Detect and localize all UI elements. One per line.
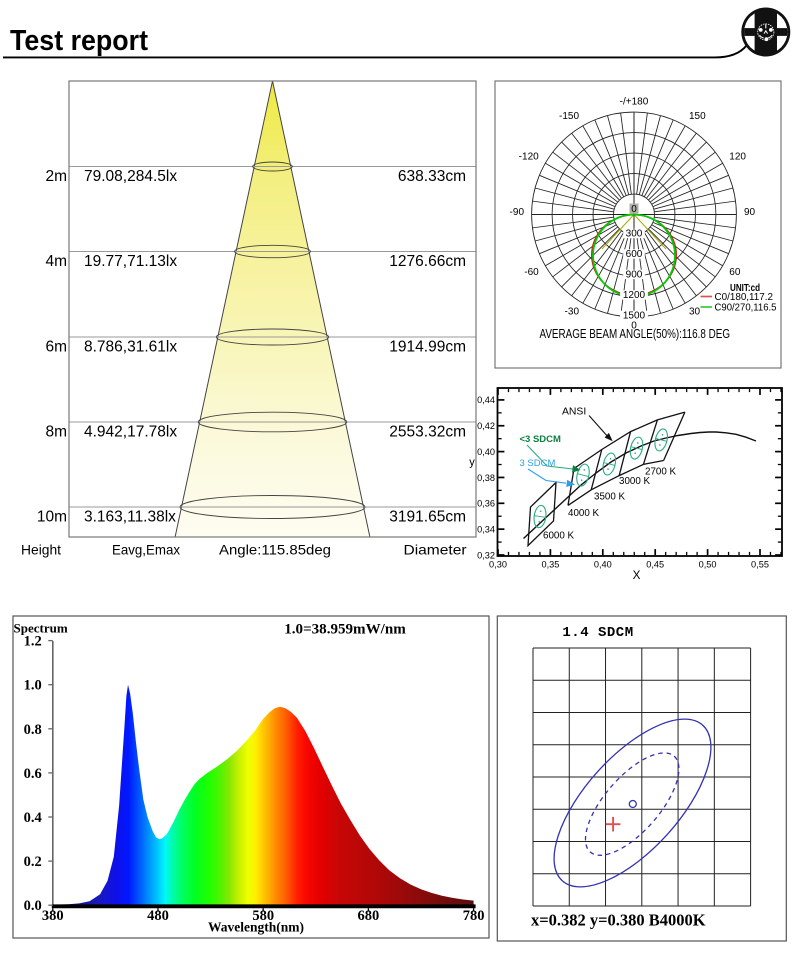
svg-text:150: 150 [689, 111, 706, 122]
svg-text:0: 0 [631, 204, 637, 215]
svg-text:3.163,11.38lx: 3.163,11.38lx [84, 509, 176, 526]
svg-text:1500: 1500 [623, 310, 646, 321]
svg-text:1.0=38.959mW/nm: 1.0=38.959mW/nm [284, 622, 406, 638]
svg-text:-150: -150 [559, 111, 579, 122]
svg-text:8m: 8m [45, 424, 67, 441]
svg-text:0,42: 0,42 [477, 421, 495, 431]
svg-text:580: 580 [252, 908, 274, 924]
svg-text:4000 K: 4000 K [568, 508, 600, 519]
svg-text:1.4 SDCM: 1.4 SDCM [562, 625, 633, 641]
svg-text:ANSI: ANSI [562, 407, 586, 418]
svg-text:-60: -60 [524, 267, 539, 278]
svg-text:0,30: 0,30 [489, 560, 507, 570]
svg-text:0,50: 0,50 [699, 560, 717, 570]
svg-text:2553.32cm: 2553.32cm [389, 424, 466, 441]
svg-text:3 SDCM: 3 SDCM [520, 458, 556, 469]
svg-text:0,40: 0,40 [477, 447, 495, 457]
svg-text:10m: 10m [37, 509, 67, 526]
svg-text:X: X [633, 569, 641, 582]
svg-text:C90/270,116.5: C90/270,116.5 [715, 302, 777, 314]
svg-text:90: 90 [744, 207, 756, 218]
svg-text:1914.99cm: 1914.99cm [389, 339, 466, 356]
svg-text:3191.65cm: 3191.65cm [389, 509, 466, 526]
svg-text:-90: -90 [510, 207, 525, 218]
svg-text:2700 K: 2700 K [645, 467, 677, 478]
svg-text:120: 120 [729, 152, 746, 163]
svg-text:600: 600 [626, 249, 643, 260]
svg-text:Test report: Test report [10, 25, 148, 57]
svg-text:480: 480 [147, 908, 169, 924]
svg-text:6m: 6m [45, 339, 67, 356]
svg-text:19.77,71.13lx: 19.77,71.13lx [84, 253, 177, 270]
svg-text:79.08,284.5lx: 79.08,284.5lx [84, 168, 177, 185]
svg-text:0,55: 0,55 [751, 560, 769, 570]
svg-text:-120: -120 [519, 152, 539, 163]
svg-text:300: 300 [626, 229, 643, 240]
svg-text:3000 K: 3000 K [619, 476, 651, 487]
svg-text:780: 780 [463, 908, 485, 924]
svg-text:AVERAGE BEAM ANGLE(50%):116.8: AVERAGE BEAM ANGLE(50%):116.8 DEG [540, 327, 731, 341]
svg-text:638.33cm: 638.33cm [398, 168, 466, 185]
svg-text:0.0: 0.0 [24, 898, 42, 914]
svg-text:900: 900 [626, 269, 643, 280]
svg-text:0,34: 0,34 [477, 524, 495, 534]
svg-text:1.2: 1.2 [24, 634, 42, 650]
svg-text:0,38: 0,38 [477, 473, 495, 483]
svg-text:Eavg,Emax: Eavg,Emax [112, 542, 180, 558]
svg-text:UNIT:cd: UNIT:cd [730, 282, 760, 294]
svg-text:<3 SDCM: <3 SDCM [520, 434, 562, 445]
svg-text:1276.66cm: 1276.66cm [389, 253, 466, 270]
svg-text:-/+180: -/+180 [620, 96, 649, 107]
svg-text:30: 30 [689, 307, 701, 318]
svg-text:0.4: 0.4 [24, 810, 42, 826]
svg-text:8.786,31.61lx: 8.786,31.61lx [84, 339, 177, 356]
svg-text:0.6: 0.6 [24, 766, 42, 782]
svg-text:y: y [469, 457, 475, 469]
svg-text:x=0.382 y=0.380 B4000K: x=0.382 y=0.380 B4000K [531, 911, 706, 930]
svg-text:0,40: 0,40 [594, 560, 612, 570]
svg-text:0,32: 0,32 [477, 550, 495, 560]
svg-text:0.2: 0.2 [24, 854, 42, 870]
svg-text:0,35: 0,35 [541, 560, 559, 570]
svg-text:Height: Height [21, 542, 61, 558]
svg-text:380: 380 [42, 908, 64, 924]
svg-text:0.8: 0.8 [24, 722, 42, 738]
svg-text:0: 0 [631, 321, 637, 332]
svg-text:0,44: 0,44 [477, 395, 495, 405]
svg-text:-30: -30 [565, 307, 580, 318]
svg-text:6000 K: 6000 K [543, 531, 575, 542]
svg-text:0,45: 0,45 [646, 560, 664, 570]
svg-text:0,36: 0,36 [477, 499, 495, 509]
svg-text:680: 680 [358, 908, 380, 924]
svg-text:4.942,17.78lx: 4.942,17.78lx [84, 424, 177, 441]
svg-text:C0/180,117.2: C0/180,117.2 [715, 291, 774, 303]
svg-text:4m: 4m [45, 253, 67, 270]
svg-text:Diameter: Diameter [404, 542, 467, 558]
svg-text:2m: 2m [45, 168, 67, 185]
svg-text:Wavelength(nm): Wavelength(nm) [208, 920, 304, 935]
svg-text:60: 60 [729, 267, 741, 278]
svg-text:1.0: 1.0 [24, 678, 42, 694]
svg-text:1200: 1200 [623, 290, 646, 301]
svg-text:Angle:115.85deg: Angle:115.85deg [219, 542, 331, 558]
svg-text:3500 K: 3500 K [594, 492, 626, 503]
svg-text:Spectrum: Spectrum [14, 621, 68, 636]
